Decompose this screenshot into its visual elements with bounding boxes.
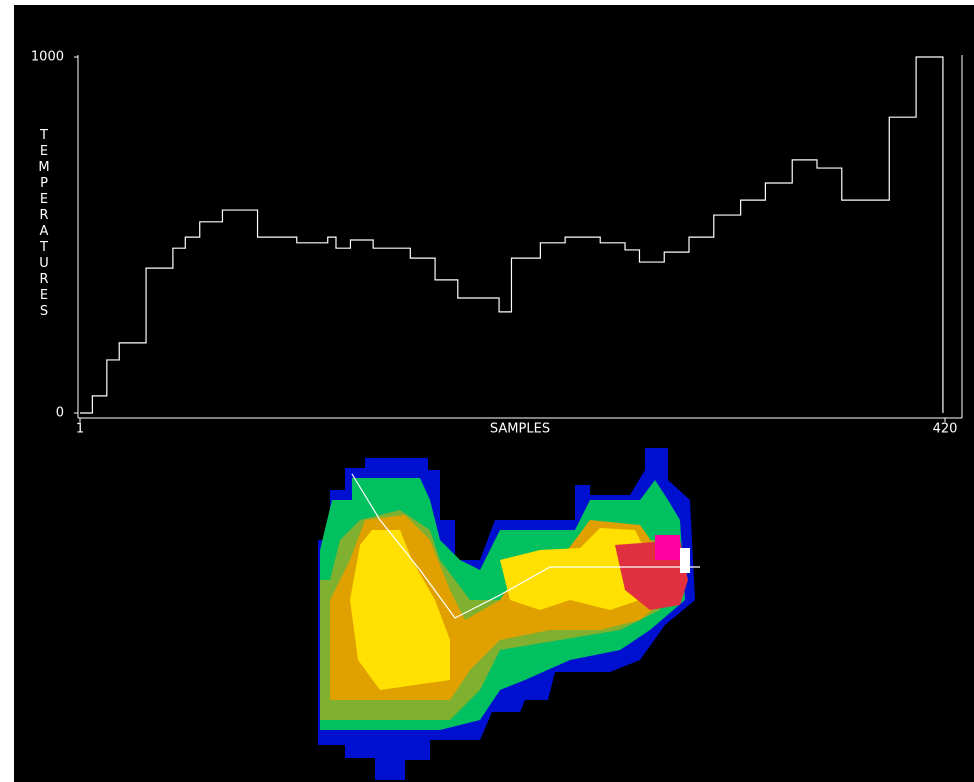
y-axis-label: TEMPERATURES bbox=[38, 128, 50, 319]
x-tick-label: 420 bbox=[933, 422, 958, 437]
data-line bbox=[80, 56, 944, 414]
thermal-image bbox=[318, 448, 700, 780]
x-axis-label: SAMPLES bbox=[490, 422, 550, 437]
y-tick-label: 1000 bbox=[31, 50, 64, 65]
y-tick-label: 0 bbox=[56, 406, 64, 421]
x-tick-label: 1 bbox=[76, 422, 84, 437]
